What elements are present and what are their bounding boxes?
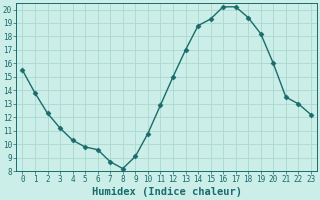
X-axis label: Humidex (Indice chaleur): Humidex (Indice chaleur) [92,187,242,197]
